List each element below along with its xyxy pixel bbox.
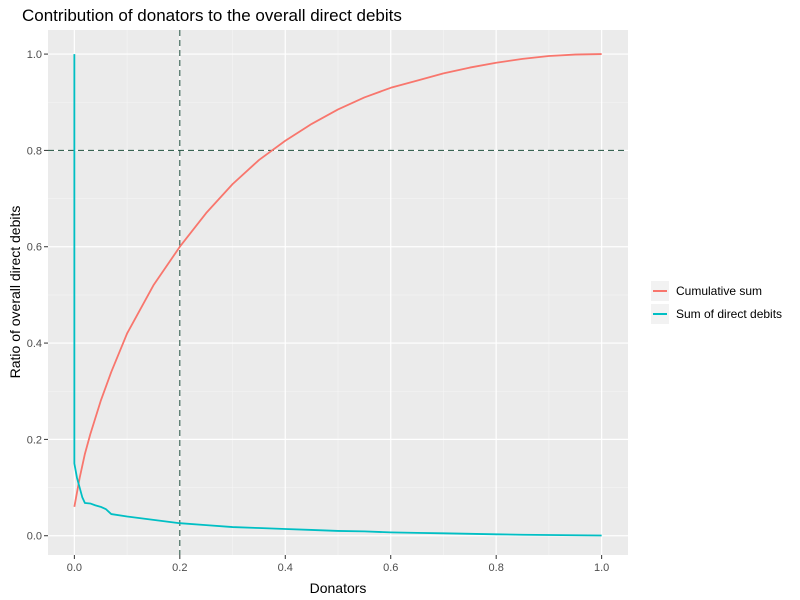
series-layer — [73, 53, 602, 537]
series-line-sum-of-direct-debits — [73, 54, 602, 537]
x-tick-label: 0.4 — [278, 562, 293, 574]
legend-label-cumulative-sum: Cumulative sum — [676, 284, 762, 298]
y-tick-label: 0.4 — [27, 338, 42, 350]
x-tick-label: 0.2 — [172, 562, 187, 574]
x-tick-label: 0.6 — [383, 562, 398, 574]
x-tick-label: 0.0 — [67, 562, 82, 574]
series-line-cumulative-sum — [73, 53, 602, 507]
y-tick-label: 0.6 — [27, 242, 42, 254]
y-tick-label: 0.0 — [27, 531, 42, 543]
y-tick-label: 0.8 — [27, 145, 42, 157]
chart-title: Contribution of donators to the overall … — [22, 6, 402, 25]
grid-minor — [48, 30, 628, 555]
x-tick-label: 1.0 — [594, 562, 609, 574]
y-tick-label: 1.0 — [27, 49, 42, 61]
x-axis-title: Donators — [310, 580, 367, 596]
legend-label-sum-of-direct-debits: Sum of direct debits — [676, 307, 782, 321]
y-axis-ticks: 0.0 0.2 0.4 0.6 0.8 1.0 — [27, 49, 48, 543]
x-axis-ticks: 0.0 0.2 0.4 0.6 0.8 1.0 — [67, 555, 609, 574]
y-tick-label: 0.2 — [27, 434, 42, 446]
x-tick-label: 0.8 — [489, 562, 504, 574]
legend: Cumulative sum Sum of direct debits — [651, 281, 782, 324]
reference-lines — [48, 30, 628, 555]
y-axis-title: Ratio of overall direct debits — [7, 206, 23, 379]
